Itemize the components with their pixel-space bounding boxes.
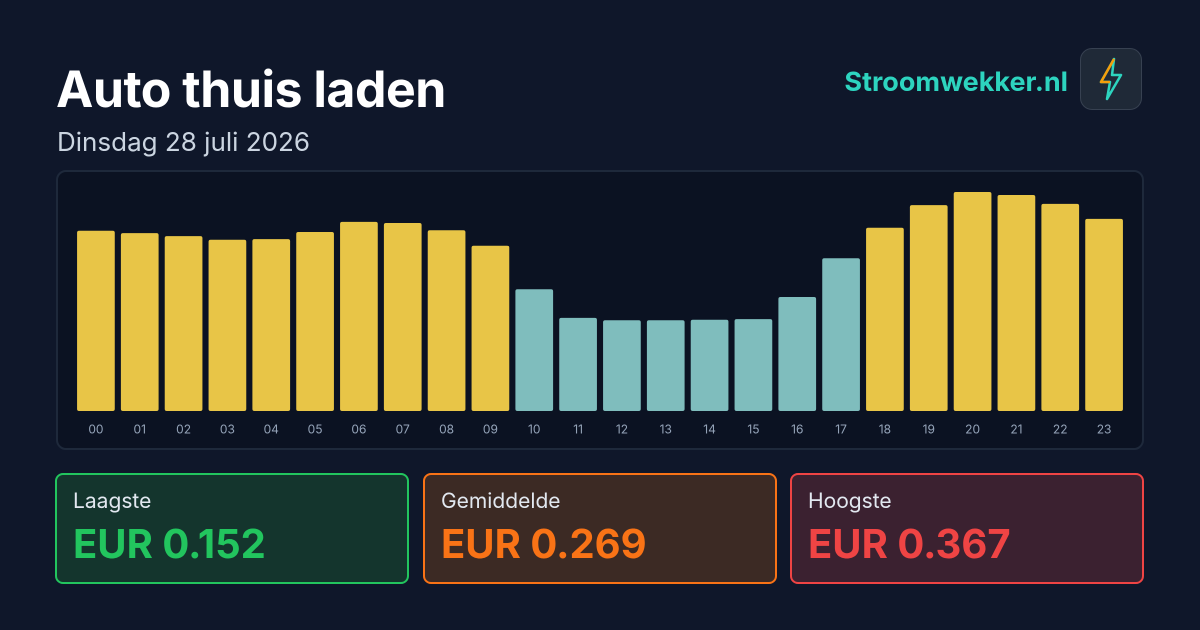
bar	[559, 317, 597, 411]
x-tick-label: 23	[1097, 421, 1112, 436]
bar	[997, 194, 1036, 411]
x-tick-label: 06	[351, 421, 366, 436]
bar	[734, 319, 773, 411]
stat-card: Laagste EUR 0.152	[55, 473, 409, 584]
bar	[427, 230, 466, 411]
x-tick-label: 02	[176, 421, 191, 436]
bar	[953, 192, 992, 411]
stat-value: EUR 0.367	[808, 519, 1011, 568]
stat-card: Gemiddelde EUR 0.269	[423, 473, 777, 584]
x-tick-label: 03	[220, 421, 235, 436]
x-tick-label: 12	[616, 421, 628, 436]
x-tick-label: 04	[264, 421, 280, 436]
title: Auto thuis laden	[56, 60, 446, 120]
bar	[822, 258, 860, 411]
subtitle: Dinsdag 28 juli 2026	[57, 127, 310, 158]
x-tick-label: 08	[439, 421, 454, 436]
bar	[1041, 203, 1080, 411]
x-tick-label: 11	[573, 421, 583, 436]
stat-value: EUR 0.152	[73, 519, 266, 568]
bar	[77, 230, 115, 411]
x-tick-label: 22	[1053, 421, 1068, 436]
x-tick-label: 20	[965, 421, 980, 436]
bar	[690, 319, 729, 411]
bar	[383, 223, 422, 411]
x-tick-label: 07	[396, 421, 410, 436]
x-tick-label: 17	[835, 421, 847, 436]
x-tick-label: 21	[1010, 421, 1022, 436]
x-tick-label: 00	[88, 421, 103, 436]
bar	[515, 289, 554, 411]
bar	[909, 205, 948, 411]
chart: 00 01 02 03 04 05 06 07 08 09 10 11 12 13 14 15 16 17 18 19…	[77, 192, 1123, 436]
bar	[778, 297, 817, 411]
bar	[1085, 218, 1123, 411]
bar	[340, 221, 378, 411]
bar	[866, 227, 904, 411]
bar	[252, 239, 291, 411]
bar	[471, 245, 510, 411]
logo-icon	[1080, 48, 1142, 110]
bolt	[1099, 57, 1123, 101]
stat-card: Hoogste EUR 0.367	[790, 473, 1144, 584]
bar	[603, 320, 641, 411]
x-tick-label: 09	[483, 421, 498, 436]
x-tick-label: 10	[528, 421, 540, 436]
x-tick-label: 19	[923, 421, 935, 436]
x-tick-label: 16	[791, 421, 803, 436]
stat-label: Gemiddelde	[441, 489, 561, 514]
stat-label: Laagste	[73, 489, 152, 514]
bar	[208, 239, 247, 411]
x-tick-label: 18	[879, 421, 891, 436]
bar	[296, 231, 334, 411]
x-tick-label: 05	[308, 421, 323, 436]
bar	[646, 320, 685, 411]
stat-label: Hoogste	[808, 489, 892, 514]
x-tick-label: 14	[703, 421, 716, 436]
bar	[120, 233, 159, 411]
x-tick-label: 15	[747, 421, 759, 436]
brand: Stroomwekker.nl	[844, 65, 1068, 98]
x-tick-label: 01	[134, 421, 146, 436]
bar	[164, 236, 203, 411]
stat-value: EUR 0.269	[441, 519, 647, 568]
x-tick-label: 13	[660, 421, 672, 436]
